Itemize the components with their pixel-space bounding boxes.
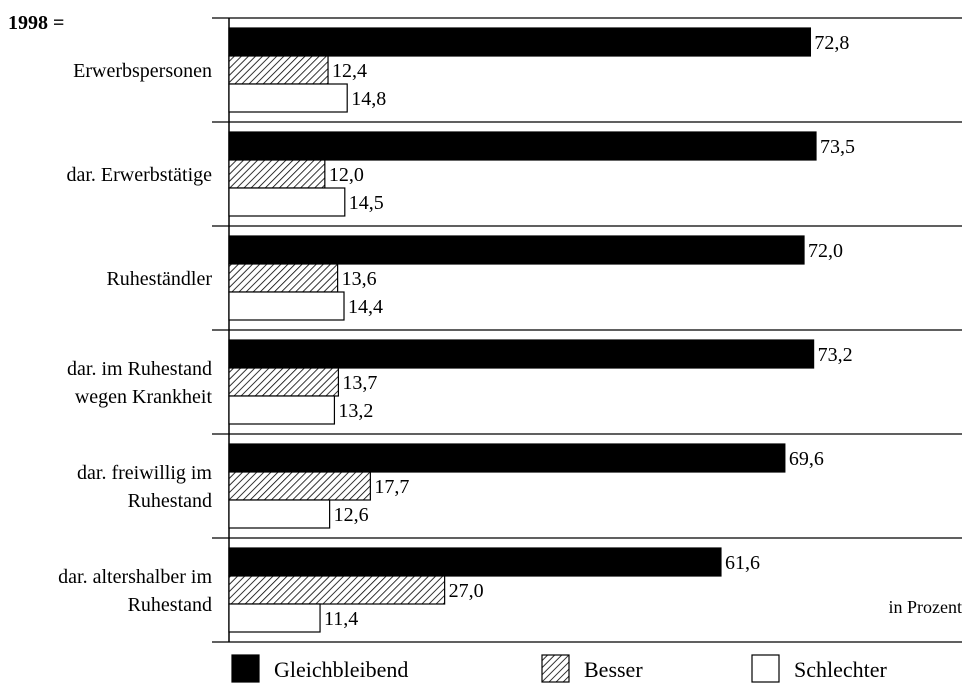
bar-schlechter bbox=[228, 499, 331, 529]
bar-schlechter bbox=[228, 395, 336, 425]
bar-gleichbleibend bbox=[228, 131, 817, 161]
chart-title: 1998 = bbox=[8, 12, 64, 34]
category-label: Ruhestand bbox=[128, 594, 212, 616]
bar-besser bbox=[228, 367, 340, 397]
bar-schlechter bbox=[228, 187, 346, 217]
data-label: 73,5 bbox=[820, 136, 855, 158]
legend-label-gleichbleibend: Gleichbleibend bbox=[274, 657, 408, 682]
category-label: Ruheständler bbox=[106, 268, 212, 290]
bar-gleichbleibend bbox=[228, 27, 812, 57]
bar-gleichbleibend bbox=[228, 547, 722, 577]
data-label: 12,6 bbox=[334, 504, 369, 526]
data-label: 13,7 bbox=[342, 372, 377, 394]
legend-label-schlechter: Schlechter bbox=[794, 657, 888, 682]
category-label: dar. freiwillig im bbox=[77, 462, 212, 484]
category-label: wegen Krankheit bbox=[75, 386, 213, 408]
legend-swatch-gleichbleibend bbox=[231, 654, 260, 683]
data-label: 12,4 bbox=[332, 60, 367, 82]
bar-gleichbleibend bbox=[228, 235, 805, 265]
data-label: 72,8 bbox=[814, 32, 849, 54]
data-label: 14,4 bbox=[348, 296, 383, 318]
bar-gleichbleibend bbox=[228, 339, 815, 369]
data-label: 17,7 bbox=[374, 476, 409, 498]
bar-schlechter bbox=[228, 291, 345, 321]
category-label: Erwerbspersonen bbox=[73, 60, 212, 82]
bar-besser bbox=[228, 263, 339, 293]
data-label: 14,5 bbox=[349, 192, 384, 214]
category-label: dar. im Ruhestand bbox=[67, 358, 212, 380]
category-label: dar. altershalber im bbox=[58, 566, 212, 588]
bar-besser bbox=[228, 159, 326, 189]
legend-swatch-besser bbox=[541, 654, 570, 683]
legend-swatch-schlechter bbox=[751, 654, 780, 683]
bar-gleichbleibend bbox=[228, 443, 786, 473]
bar-besser bbox=[228, 471, 371, 501]
legend-label-besser: Besser bbox=[584, 657, 643, 682]
unit-note: in Prozent bbox=[889, 597, 963, 617]
category-label: Ruhestand bbox=[128, 490, 212, 512]
bar-schlechter bbox=[228, 83, 348, 113]
bar-besser bbox=[228, 575, 446, 605]
bar-besser bbox=[228, 55, 329, 85]
data-label: 72,0 bbox=[808, 240, 843, 262]
data-label: 61,6 bbox=[725, 552, 760, 574]
data-label: 14,8 bbox=[351, 88, 386, 110]
bar-schlechter bbox=[228, 603, 321, 633]
data-label: 11,4 bbox=[324, 608, 358, 630]
data-label: 13,2 bbox=[338, 400, 373, 422]
data-label: 13,6 bbox=[342, 268, 377, 290]
data-label: 69,6 bbox=[789, 448, 824, 470]
data-label: 73,2 bbox=[818, 344, 853, 366]
data-label: 12,0 bbox=[329, 164, 364, 186]
data-label: 27,0 bbox=[449, 580, 484, 602]
category-label: dar. Erwerbstätige bbox=[67, 164, 213, 186]
